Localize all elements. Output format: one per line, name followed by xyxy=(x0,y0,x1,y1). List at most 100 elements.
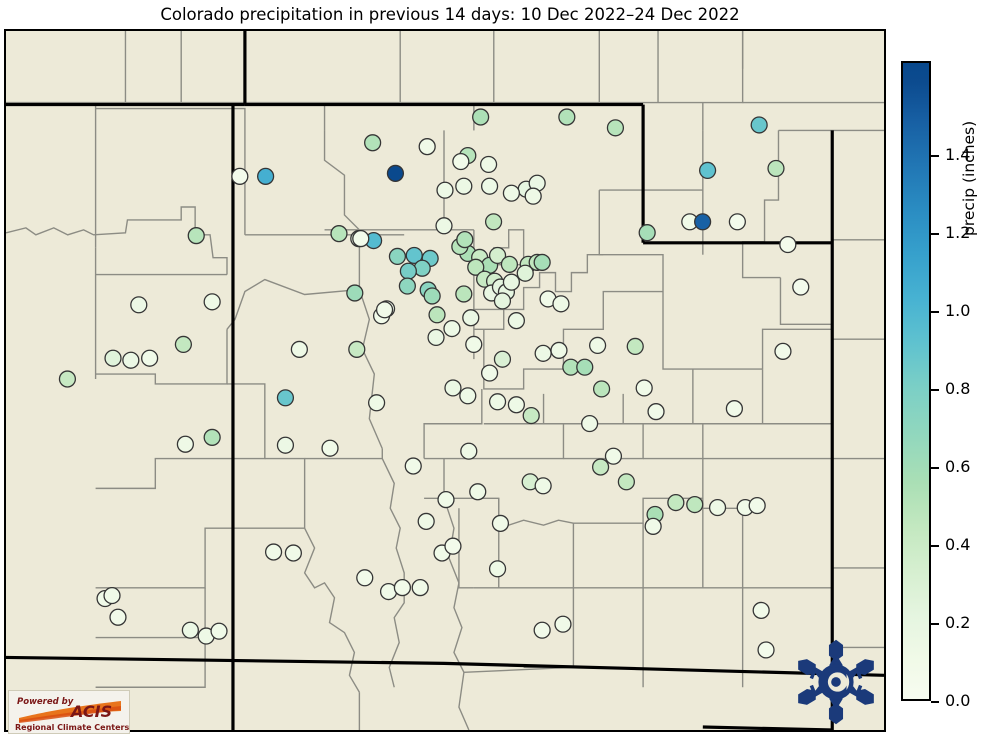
precip-point xyxy=(647,403,665,421)
precip-point xyxy=(591,458,610,476)
precip-point xyxy=(203,293,221,311)
precip-point xyxy=(524,187,542,205)
precip-point xyxy=(257,167,275,185)
state-borders xyxy=(6,31,884,730)
page-title: Colorado precipitation in previous 14 da… xyxy=(160,4,740,24)
precip-point xyxy=(694,213,712,231)
precip-point xyxy=(103,586,121,605)
precip-point xyxy=(109,608,127,626)
precip-point xyxy=(752,601,770,619)
precip-point xyxy=(455,285,473,303)
precip-point xyxy=(435,217,453,235)
precip-point xyxy=(502,184,521,202)
precip-point xyxy=(667,494,685,512)
precip-point xyxy=(792,278,810,296)
precip-point xyxy=(533,621,551,639)
precip-point xyxy=(581,414,599,433)
colorbar[interactable]: 0.0 0.2 0.4 0.6 0.8 1.0 1.2 1.4 xyxy=(901,61,970,710)
precip-point xyxy=(404,457,422,475)
precip-point xyxy=(330,225,348,243)
precip-point xyxy=(493,292,512,310)
colorbar-tick xyxy=(931,623,939,625)
precip-point xyxy=(437,491,455,509)
acis-subtitle: Regional Climate Centers xyxy=(15,723,129,732)
precip-point xyxy=(181,621,199,639)
precip-point xyxy=(460,442,478,460)
colorbar-tick xyxy=(931,701,939,703)
precip-point xyxy=(507,312,525,330)
precip-point xyxy=(534,344,552,362)
precip-point xyxy=(493,350,512,368)
precip-point xyxy=(635,379,653,397)
precip-point xyxy=(502,273,521,291)
precip-point xyxy=(459,387,477,405)
colorbar-tick-label: 1.0 xyxy=(945,300,971,320)
precip-point xyxy=(346,284,364,302)
colorbar-tick-label: 0.4 xyxy=(945,534,971,554)
precip-station-points xyxy=(58,108,810,659)
precip-point xyxy=(767,159,785,178)
precip-point xyxy=(552,295,570,313)
precip-point xyxy=(507,396,525,414)
precip-point xyxy=(174,335,193,354)
precip-point xyxy=(550,341,568,359)
precip-point xyxy=(443,319,461,338)
precip-point xyxy=(231,167,249,185)
precip-point xyxy=(130,296,148,314)
precip-point xyxy=(488,560,507,578)
precip-point xyxy=(462,309,480,327)
precip-point xyxy=(491,514,510,532)
precip-point xyxy=(187,227,205,245)
precip-point xyxy=(592,380,611,398)
precip-point xyxy=(428,306,446,324)
precip-point xyxy=(436,181,454,199)
precip-point xyxy=(534,477,552,495)
colorado-map-svg xyxy=(6,31,884,730)
precip-point xyxy=(554,615,572,633)
precip-point xyxy=(284,544,303,562)
precip-point xyxy=(533,253,551,271)
precip-point xyxy=(417,512,435,530)
precip-point xyxy=(479,155,498,174)
precip-point xyxy=(104,349,122,367)
precip-point xyxy=(469,483,487,501)
precip-point xyxy=(413,259,431,277)
precip-point xyxy=(484,213,503,231)
precip-point xyxy=(467,258,485,276)
precip-point xyxy=(480,177,499,195)
precip-point xyxy=(375,301,394,319)
precip-point xyxy=(558,108,576,126)
acis-logo: Powered by ACIS Regional Climate Centers xyxy=(8,690,130,734)
precip-point xyxy=(427,328,445,347)
colorado-snowflake-logo xyxy=(792,638,880,726)
precip-point xyxy=(276,389,295,407)
precip-point xyxy=(626,337,644,355)
colorbar-tick xyxy=(931,154,939,157)
precip-point xyxy=(276,436,295,454)
precip-point xyxy=(386,164,405,182)
colorbar-tick xyxy=(931,232,939,235)
colorbar-tick-label: 1.2 xyxy=(945,222,971,242)
precip-point xyxy=(423,287,441,305)
precip-point xyxy=(748,496,766,515)
precip-point xyxy=(411,579,429,597)
colorbar-tick-label: 1.4 xyxy=(945,144,971,164)
precip-point xyxy=(348,340,366,358)
precip-point xyxy=(444,379,462,397)
precip-point xyxy=(465,335,483,354)
precip-point xyxy=(774,342,792,360)
precip-point xyxy=(122,351,140,369)
precip-point xyxy=(418,138,436,156)
precip-point xyxy=(210,622,228,640)
map-canvas[interactable] xyxy=(4,29,886,732)
precip-point xyxy=(522,406,540,425)
colorbar-gradient xyxy=(901,61,931,701)
precip-point xyxy=(757,641,775,659)
precip-point xyxy=(398,277,416,295)
colorbar-tick-label: 0.6 xyxy=(945,456,971,476)
precip-point xyxy=(176,435,194,453)
precip-point xyxy=(750,116,768,134)
precip-point xyxy=(356,569,374,587)
precip-point xyxy=(488,393,507,411)
acis-wordmark: ACIS xyxy=(69,702,112,721)
